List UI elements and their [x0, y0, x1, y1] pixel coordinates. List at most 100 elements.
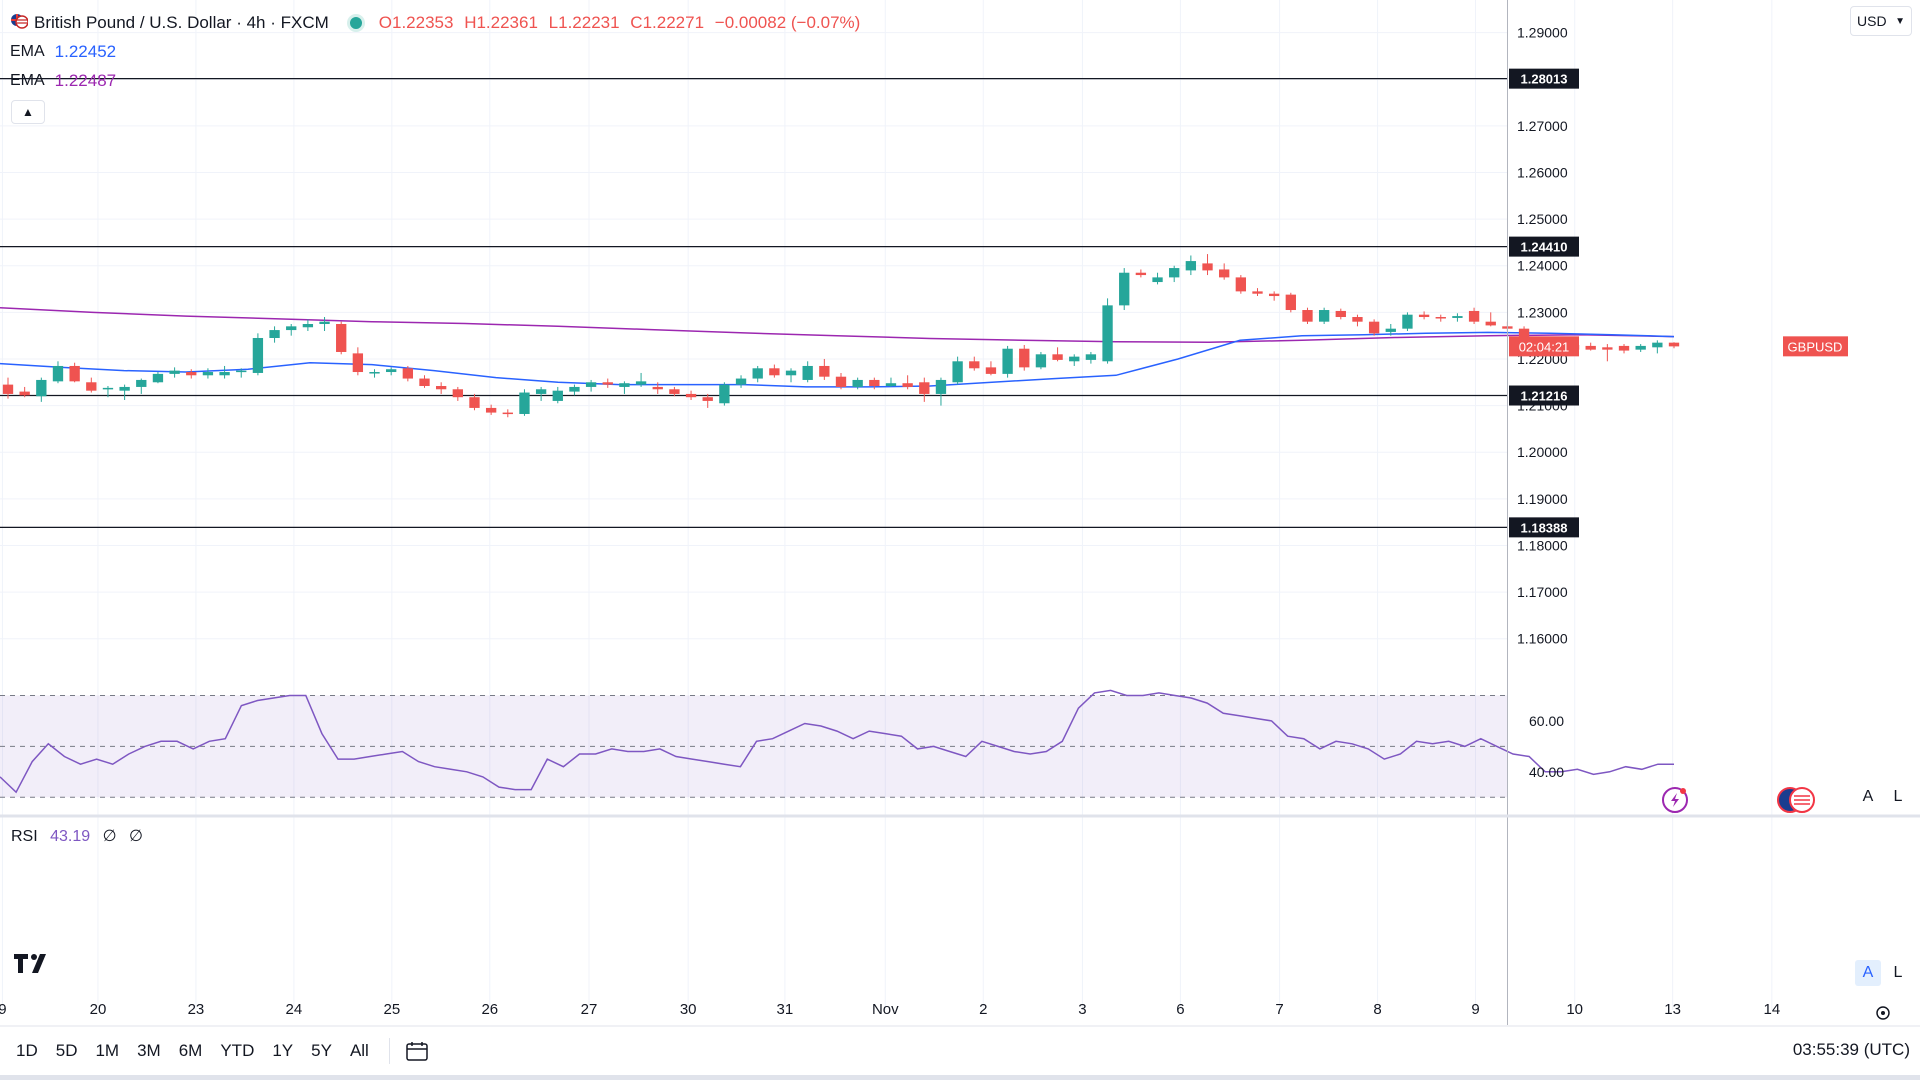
x-tick-label: 2 — [979, 1001, 987, 1018]
candle-body — [1635, 345, 1646, 350]
ema1-row[interactable]: EMA 1.22452 — [10, 37, 866, 66]
candle-body — [652, 386, 663, 390]
divider — [388, 1038, 390, 1064]
candle-body — [635, 381, 647, 385]
chevron-down-icon: ▼ — [1895, 15, 1905, 27]
chevron-up-icon: ▲ — [22, 105, 34, 119]
ema-lines — [0, 306, 1675, 388]
ema1-value: 1.22452 — [54, 41, 117, 61]
ema2-label: EMA — [10, 71, 45, 89]
collapse-legend-button[interactable]: ▲ — [11, 100, 45, 124]
candle-body — [286, 326, 297, 331]
candle-body — [1235, 277, 1247, 292]
level-labels: 1.28013 1.24410 1.21216 1.18388 — [1509, 68, 1579, 538]
candle-body — [485, 407, 497, 413]
level-tag — [1509, 68, 1579, 89]
candle-body — [1035, 354, 1047, 368]
rsi-tick-label: 40.00 — [1529, 764, 1564, 780]
timeframe-ytd[interactable]: YTD — [220, 1041, 255, 1060]
x-tick-label: 6 — [1176, 1001, 1184, 1018]
candle-body — [585, 382, 597, 387]
y-tick-label: 1.24000 — [1517, 258, 1568, 274]
timeframe-5y[interactable]: 5Y — [311, 1041, 332, 1060]
low-value: L1.22231 — [548, 12, 620, 32]
timeframe-1d[interactable]: 1D — [16, 1041, 38, 1060]
candle-body — [885, 383, 897, 387]
candle-body — [835, 376, 847, 387]
candle-body — [1052, 354, 1063, 360]
open-value: O1.22353 — [378, 12, 454, 32]
overlay-icons — [1662, 787, 1815, 813]
candle-body — [69, 365, 80, 382]
candle-body — [669, 389, 680, 394]
candle-body — [619, 383, 630, 387]
level-label: 1.24410 — [1521, 240, 1568, 255]
candle-body — [719, 384, 730, 404]
candle-body — [535, 389, 547, 394]
y-tick-label: 1.29000 — [1517, 25, 1568, 41]
candle-body — [52, 365, 64, 382]
grid — [0, 0, 1773, 1010]
ema2-row[interactable]: EMA 1.22487 — [10, 66, 866, 95]
candle-body — [1268, 293, 1280, 297]
symbol-title[interactable]: British Pound / U.S. Dollar · 4h · FXCM — [34, 12, 329, 32]
rsi-line — [0, 689, 1674, 794]
calendar-icon[interactable] — [406, 1041, 428, 1061]
candle-body — [302, 324, 314, 328]
timeframe-all[interactable]: All — [349, 1041, 369, 1060]
candle-body — [469, 397, 480, 408]
flag-icon — [10, 11, 29, 34]
x-tick-label: 7 — [1275, 1001, 1283, 1018]
x-tick-label: 9 — [1471, 1001, 1479, 1018]
candle-body — [269, 330, 280, 338]
ema2-value: 1.22487 — [54, 70, 117, 90]
y-tick-label: 1.25000 — [1517, 211, 1568, 227]
ema-slow-line — [0, 306, 1675, 343]
x-tick-label: 24 — [286, 1001, 303, 1018]
settings-gear-icon[interactable] — [1870, 1000, 1896, 1026]
timeframe-6m[interactable]: 6M — [178, 1041, 203, 1060]
candle-body — [802, 365, 813, 380]
rsi-auto-scale-button[interactable]: A — [1855, 960, 1881, 986]
candle-body — [1152, 277, 1163, 283]
candle-body — [602, 382, 613, 385]
timeframe-1y[interactable]: 1Y — [272, 1041, 294, 1060]
candle-body — [702, 397, 713, 401]
y-tick-label: 1.27000 — [1517, 118, 1568, 134]
candle-body — [1352, 317, 1363, 322]
candle-body — [1402, 314, 1413, 329]
rsi-extra-2: ∅ — [129, 828, 143, 845]
x-tick-label: 14 — [1763, 1001, 1780, 1018]
y-tick-label: 1.19000 — [1517, 491, 1568, 507]
log-scale-button[interactable]: L — [1893, 788, 1903, 805]
timeframe-1m[interactable]: 1M — [95, 1041, 120, 1060]
ohlc-values: O1.22353 H1.22361 L1.22231 C1.22271 −0.0… — [379, 13, 867, 33]
candle-body — [1302, 310, 1313, 322]
bottom-strip — [0, 1075, 1920, 1080]
x-tick-label: 3 — [1078, 1001, 1086, 1018]
auto-scale-button[interactable]: A — [1862, 788, 1874, 805]
candle-body — [1219, 269, 1230, 278]
x-axis-labels: 9 20 23 24 25 26 27 30 31 Nov 2 3 6 7 8 9 10 13 14 — [0, 1001, 1780, 1018]
level-tag — [1509, 385, 1579, 406]
chart-legend: British Pound / U.S. Dollar · 4h · FXCM … — [10, 8, 866, 95]
timeframe-3m[interactable]: 3M — [137, 1041, 161, 1060]
candle-body — [386, 369, 397, 373]
utc-clock[interactable]: 03:55:39 (UTC) — [1792, 1040, 1910, 1059]
candle-body — [169, 370, 180, 374]
candle-body — [136, 379, 147, 387]
candle-body — [902, 383, 913, 387]
x-tick-label: 27 — [581, 1001, 598, 1018]
candle-body — [785, 370, 797, 376]
candle-body — [152, 373, 164, 383]
rsi-log-scale-button[interactable]: L — [1893, 964, 1903, 981]
candles — [2, 254, 1680, 418]
candle-body — [1368, 321, 1380, 334]
currency-selector[interactable]: USD ▼ — [1850, 6, 1912, 36]
timeframe-5d[interactable]: 5D — [55, 1041, 78, 1060]
rsi-legend[interactable]: RSI 43.19 ∅ ∅ — [11, 826, 143, 846]
horizontal-levels — [0, 78, 1507, 528]
tradingview-logo-icon — [14, 954, 46, 973]
candle-body — [369, 372, 380, 374]
